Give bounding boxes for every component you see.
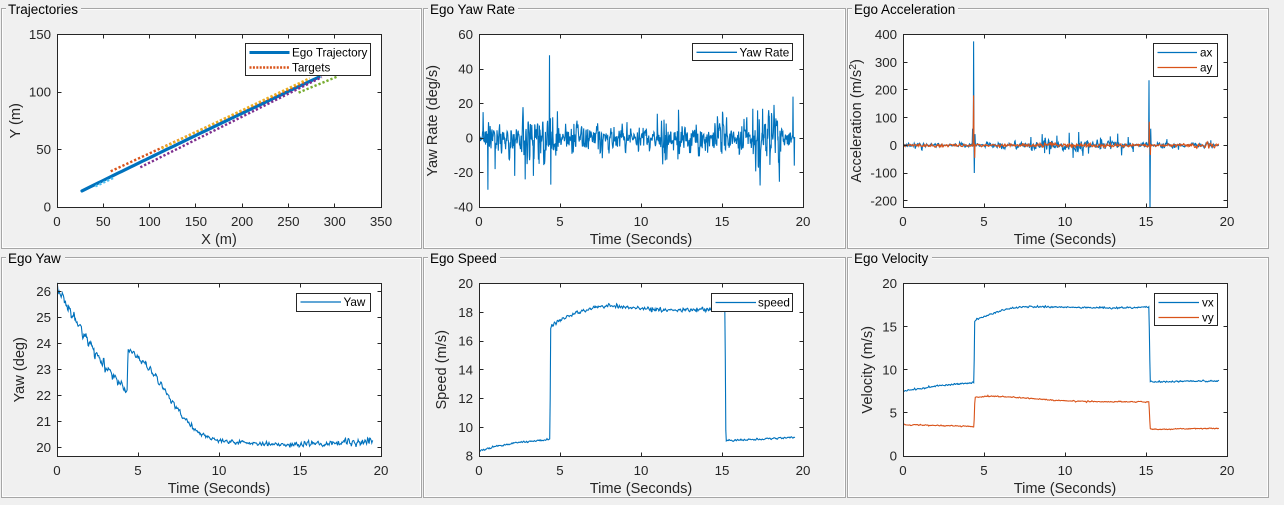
svg-text:24: 24 bbox=[36, 336, 51, 351]
svg-text:400: 400 bbox=[875, 27, 897, 42]
svg-text:Yaw: Yaw bbox=[344, 296, 366, 309]
svg-text:20: 20 bbox=[796, 463, 811, 478]
svg-text:Time (Seconds): Time (Seconds) bbox=[1014, 481, 1116, 497]
svg-text:0: 0 bbox=[890, 449, 897, 464]
svg-text:25: 25 bbox=[36, 310, 51, 325]
svg-text:20: 20 bbox=[1220, 463, 1235, 478]
svg-text:15: 15 bbox=[715, 214, 730, 229]
svg-text:Time (Seconds): Time (Seconds) bbox=[168, 481, 270, 497]
svg-text:60: 60 bbox=[458, 27, 473, 42]
svg-text:speed: speed bbox=[758, 297, 790, 310]
svg-text:0: 0 bbox=[44, 200, 51, 215]
svg-text:100: 100 bbox=[875, 110, 897, 125]
svg-text:20: 20 bbox=[796, 214, 811, 229]
svg-text:100: 100 bbox=[29, 85, 51, 100]
svg-text:Acceleration (m/s2): Acceleration (m/s2) bbox=[847, 59, 865, 182]
svg-text:5: 5 bbox=[134, 463, 141, 478]
svg-text:10: 10 bbox=[458, 420, 473, 435]
svg-text:Ego Speed: Ego Speed bbox=[430, 251, 497, 266]
svg-text:10: 10 bbox=[634, 463, 649, 478]
svg-text:Targets: Targets bbox=[292, 62, 330, 75]
svg-text:10: 10 bbox=[212, 463, 227, 478]
svg-text:Yaw Rate: Yaw Rate bbox=[740, 47, 790, 60]
svg-text:Speed (m/s): Speed (m/s) bbox=[434, 330, 450, 409]
svg-text:0: 0 bbox=[475, 463, 482, 478]
svg-text:20: 20 bbox=[36, 440, 51, 455]
svg-text:Yaw (deg): Yaw (deg) bbox=[12, 337, 28, 402]
svg-text:20: 20 bbox=[458, 276, 473, 291]
svg-text:200: 200 bbox=[875, 83, 897, 98]
svg-text:14: 14 bbox=[458, 362, 473, 377]
svg-text:5: 5 bbox=[556, 463, 563, 478]
svg-text:22: 22 bbox=[36, 388, 51, 403]
svg-text:20: 20 bbox=[374, 463, 389, 478]
svg-text:vx: vx bbox=[1202, 297, 1214, 310]
svg-text:Trajectories: Trajectories bbox=[8, 2, 78, 17]
svg-text:15: 15 bbox=[882, 319, 897, 334]
svg-text:8: 8 bbox=[466, 449, 473, 464]
svg-text:0: 0 bbox=[899, 214, 906, 229]
svg-text:ay: ay bbox=[1200, 62, 1213, 75]
svg-text:Ego Acceleration: Ego Acceleration bbox=[854, 2, 955, 17]
svg-text:ax: ax bbox=[1200, 47, 1213, 60]
svg-text:Ego Trajectory: Ego Trajectory bbox=[292, 47, 368, 60]
svg-text:18: 18 bbox=[458, 305, 473, 320]
svg-text:40: 40 bbox=[458, 62, 473, 77]
svg-text:21: 21 bbox=[36, 414, 51, 429]
svg-text:26: 26 bbox=[36, 284, 51, 299]
svg-text:Velocity (m/s): Velocity (m/s) bbox=[860, 326, 876, 414]
svg-text:20: 20 bbox=[882, 276, 897, 291]
svg-text:5: 5 bbox=[556, 214, 563, 229]
svg-text:0: 0 bbox=[899, 463, 906, 478]
svg-text:15: 15 bbox=[293, 463, 308, 478]
svg-text:0: 0 bbox=[475, 214, 482, 229]
svg-text:0: 0 bbox=[466, 131, 473, 146]
svg-text:Yaw Rate (deg/s): Yaw Rate (deg/s) bbox=[425, 65, 441, 177]
svg-text:50: 50 bbox=[96, 214, 111, 229]
svg-text:-20: -20 bbox=[454, 165, 473, 180]
svg-text:10: 10 bbox=[882, 362, 897, 377]
svg-text:-40: -40 bbox=[454, 200, 473, 215]
svg-text:150: 150 bbox=[29, 27, 51, 42]
svg-text:23: 23 bbox=[36, 362, 51, 377]
svg-text:Ego Yaw Rate: Ego Yaw Rate bbox=[430, 2, 515, 17]
svg-text:-100: -100 bbox=[870, 166, 897, 181]
svg-text:Time (Seconds): Time (Seconds) bbox=[1014, 232, 1116, 248]
svg-text:16: 16 bbox=[458, 334, 473, 349]
svg-text:0: 0 bbox=[890, 138, 897, 153]
svg-text:150: 150 bbox=[185, 214, 207, 229]
svg-text:vy: vy bbox=[1202, 312, 1214, 325]
svg-text:20: 20 bbox=[458, 96, 473, 111]
svg-text:Y (m): Y (m) bbox=[8, 103, 24, 138]
svg-text:15: 15 bbox=[1139, 214, 1154, 229]
svg-text:Time (Seconds): Time (Seconds) bbox=[590, 481, 692, 497]
svg-text:200: 200 bbox=[231, 214, 253, 229]
svg-text:350: 350 bbox=[370, 214, 392, 229]
svg-text:15: 15 bbox=[715, 463, 730, 478]
svg-text:12: 12 bbox=[458, 391, 473, 406]
svg-text:Ego Velocity: Ego Velocity bbox=[854, 251, 929, 266]
svg-text:300: 300 bbox=[875, 55, 897, 70]
svg-text:10: 10 bbox=[1058, 463, 1073, 478]
svg-text:250: 250 bbox=[277, 214, 299, 229]
svg-text:0: 0 bbox=[53, 463, 60, 478]
svg-text:10: 10 bbox=[634, 214, 649, 229]
svg-text:Ego Yaw: Ego Yaw bbox=[8, 251, 61, 266]
svg-text:5: 5 bbox=[980, 214, 987, 229]
svg-text:20: 20 bbox=[1220, 214, 1235, 229]
svg-text:100: 100 bbox=[139, 214, 161, 229]
svg-text:-200: -200 bbox=[870, 193, 897, 208]
svg-text:300: 300 bbox=[324, 214, 346, 229]
svg-text:5: 5 bbox=[980, 463, 987, 478]
svg-text:Time (Seconds): Time (Seconds) bbox=[590, 232, 692, 248]
svg-text:15: 15 bbox=[1139, 463, 1154, 478]
svg-text:5: 5 bbox=[890, 406, 897, 421]
svg-text:50: 50 bbox=[36, 142, 51, 157]
svg-text:X (m): X (m) bbox=[201, 232, 237, 248]
svg-text:10: 10 bbox=[1058, 214, 1073, 229]
svg-text:0: 0 bbox=[53, 214, 60, 229]
